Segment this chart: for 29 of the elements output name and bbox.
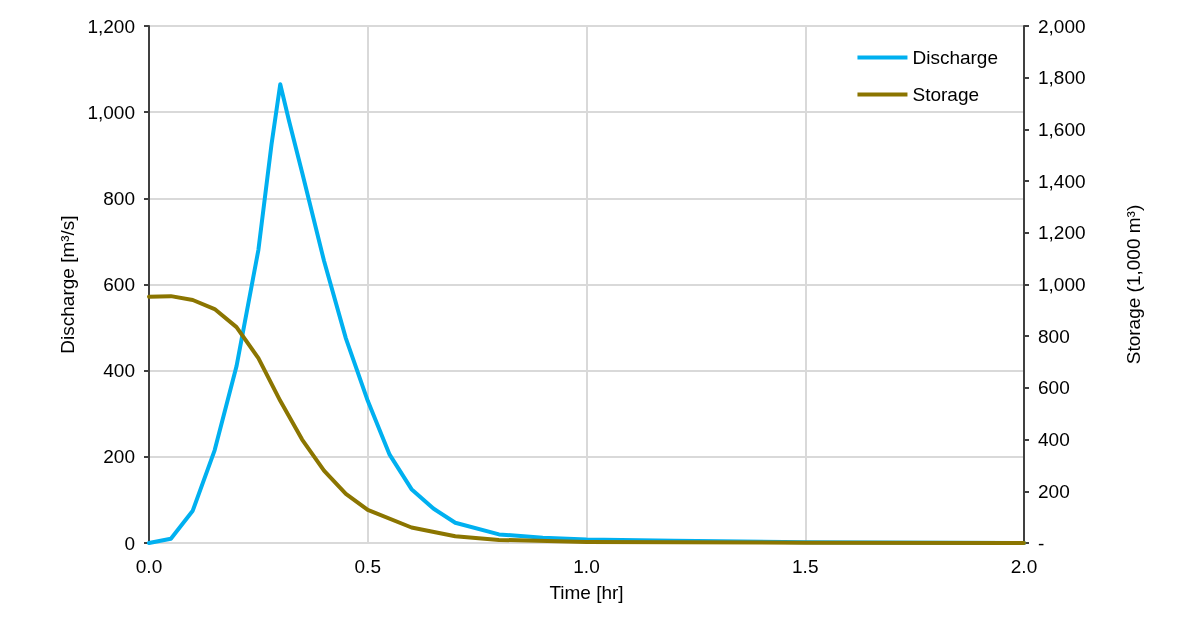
y2-tick-label: 800 bbox=[1038, 325, 1070, 347]
y-tick-label: 200 bbox=[103, 446, 135, 468]
x-tick-label: 0.0 bbox=[135, 556, 163, 577]
legend-label: Storage bbox=[912, 84, 980, 105]
y-tick-label: 0 bbox=[124, 532, 135, 554]
x-tick-label: 1.0 bbox=[573, 556, 600, 577]
legend-label: Discharge bbox=[912, 47, 999, 68]
y2-tick-label: 1,200 bbox=[1038, 222, 1086, 244]
y2-tick-label: 1,000 bbox=[1038, 274, 1086, 295]
x-axis-title: Time [hr] bbox=[549, 582, 624, 603]
y-tick-label: 800 bbox=[103, 187, 135, 209]
y2-tick-label: 1,600 bbox=[1038, 118, 1086, 140]
y-tick-label: 1,000 bbox=[87, 101, 135, 123]
y-tick-label: 600 bbox=[103, 274, 135, 295]
y2-tick-label: 400 bbox=[1038, 429, 1070, 451]
x-tick-label: 1.5 bbox=[792, 556, 819, 577]
y2-tick-label: 2,000 bbox=[1038, 15, 1086, 37]
x-tick-label: 0.5 bbox=[354, 556, 381, 577]
y2-tick-label: - bbox=[1038, 532, 1045, 554]
y-axis-title: Discharge [m³/s] bbox=[56, 215, 78, 354]
y-tick-label: 400 bbox=[103, 360, 135, 382]
y2-tick-label: 600 bbox=[1038, 377, 1070, 399]
line-series bbox=[147, 294, 1026, 545]
x-tick-label: 2.0 bbox=[1010, 556, 1038, 577]
y-tick-label: 1,200 bbox=[87, 15, 135, 37]
y2-tick-label: 1,800 bbox=[1038, 67, 1086, 89]
y2-tick-label: 200 bbox=[1038, 480, 1070, 502]
y2-tick-label: 1,400 bbox=[1038, 170, 1086, 192]
y2-axis-title: Storage (1,000 m³) bbox=[1123, 204, 1144, 365]
